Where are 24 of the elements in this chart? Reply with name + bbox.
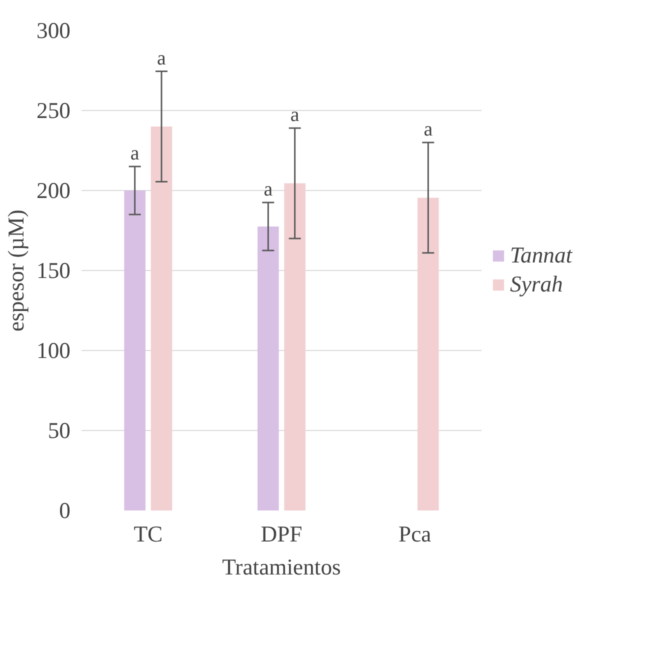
y-axis-title: espesor (µM) xyxy=(4,210,29,332)
bar xyxy=(258,226,279,510)
y-tick-label: 0 xyxy=(59,498,70,523)
y-tick-label: 150 xyxy=(36,258,70,283)
annotation: a xyxy=(130,142,140,164)
legend-label: Syrah xyxy=(510,272,563,298)
bar xyxy=(284,183,306,510)
x-tick-label: Pca xyxy=(398,522,432,546)
annotation: a xyxy=(264,178,273,200)
x-tick-label: DPF xyxy=(260,522,302,546)
annotation: a xyxy=(424,118,433,140)
y-tick-label: 300 xyxy=(36,18,70,43)
bar xyxy=(418,198,439,510)
y-tick-label: 250 xyxy=(36,98,70,123)
annotation: a xyxy=(290,104,300,126)
x-axis-title: Tratamientos xyxy=(222,554,341,580)
bar xyxy=(150,126,172,510)
legend-label: Tannat xyxy=(510,242,572,268)
x-tick-label: TC xyxy=(134,522,163,546)
y-tick-label: 100 xyxy=(36,338,70,363)
y-tick-label: 50 xyxy=(48,418,70,443)
bar xyxy=(124,190,146,510)
y-tick-label: 200 xyxy=(36,178,70,203)
annotation: a xyxy=(157,47,166,70)
